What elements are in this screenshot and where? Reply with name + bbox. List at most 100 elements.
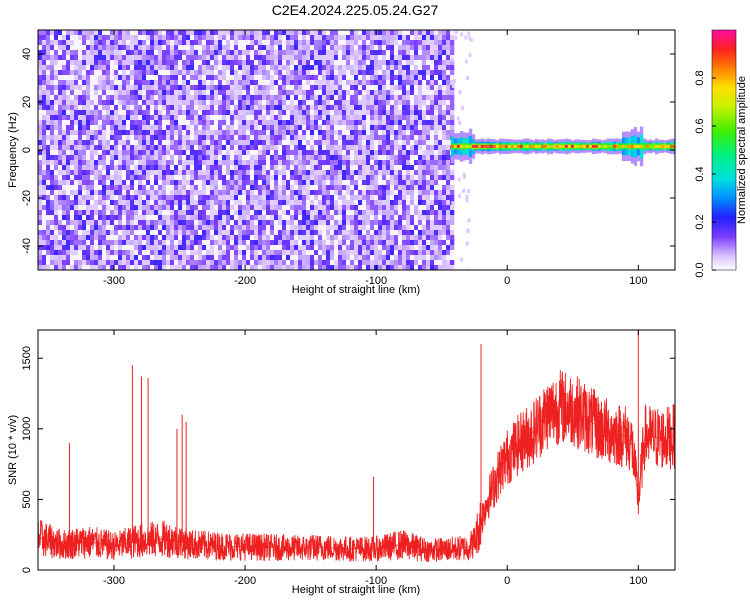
spectrogram-cell: [306, 200, 311, 206]
spectrogram-cell: [350, 135, 355, 141]
spectrogram-cell: [50, 210, 55, 216]
spectrogram-cell: [226, 160, 231, 166]
spectrogram-cell: [126, 180, 131, 186]
spectrogram-cell: [442, 115, 447, 121]
spectrogram-cell: [102, 185, 107, 191]
spectrogram-cell: [182, 180, 187, 186]
spectrogram-cell: [130, 140, 135, 146]
spectrogram-cell: [70, 220, 75, 226]
spectrogram-cell: [306, 195, 311, 201]
spectrogram-cell: [322, 150, 327, 156]
spectrogram-cell: [238, 80, 243, 86]
spectrogram-cell: [386, 255, 391, 261]
spectrogram-cell: [86, 30, 91, 36]
spectrogram-cell: [378, 245, 383, 251]
spectrogram-cell: [434, 195, 439, 201]
spectrogram-cell: [338, 115, 343, 121]
spectrogram-cell: [38, 235, 43, 241]
spectrogram-cell: [330, 90, 335, 96]
spectrogram-cell: [378, 90, 383, 96]
spectrogram-cell: [314, 150, 319, 156]
spectrogram-cell: [362, 60, 367, 66]
spectrogram-cell: [282, 235, 287, 241]
spectrogram-cell: [142, 70, 147, 76]
spectrogram-cell: [318, 120, 323, 126]
spectrogram-cell: [298, 65, 303, 71]
spectrogram-cell: [254, 210, 259, 216]
spectrogram-cell: [194, 190, 199, 196]
spectrogram-cell: [62, 195, 67, 201]
spectrogram-cell: [430, 190, 435, 196]
spectrogram-cell: [350, 185, 355, 191]
spectrogram-cell: [122, 95, 127, 101]
spectrogram-cell: [410, 240, 415, 246]
spectrogram-cell: [118, 50, 123, 56]
spectrogram-cell: [362, 155, 367, 161]
spectrogram-cell: [238, 120, 243, 126]
spectrogram-cell: [202, 150, 207, 156]
spectrogram-cell: [358, 105, 363, 111]
spectrogram-cell: [278, 205, 283, 211]
spectrogram-cell: [74, 245, 79, 251]
spectrogram-cell: [262, 255, 267, 261]
spectrogram-cell: [50, 190, 55, 196]
spectrogram-cell: [374, 115, 379, 121]
spectrogram-cell: [426, 105, 431, 111]
spectrogram-cell: [422, 170, 427, 176]
spectrogram-cell: [290, 155, 295, 161]
spectrogram-cell: [122, 135, 127, 141]
spectrogram-cell: [410, 80, 415, 86]
spectrogram-cell: [70, 70, 75, 76]
spectrogram-cell: [262, 250, 267, 256]
spectrogram-cell: [134, 60, 139, 66]
spectrogram-cell: [414, 100, 419, 106]
spectrogram-cell: [150, 160, 155, 166]
spectrogram-cell: [70, 85, 75, 91]
spectrogram-cell: [246, 180, 251, 186]
spectrogram-cell: [434, 75, 439, 81]
spectrogram-cell: [306, 55, 311, 61]
spectrogram-cell: [46, 90, 51, 96]
spectrogram-cell: [318, 125, 323, 131]
spectrogram-cell: [370, 75, 375, 81]
spectrogram-cell: [282, 85, 287, 91]
spectrogram-cell: [226, 185, 231, 191]
spectrogram-cell: [50, 155, 55, 161]
spectrogram-cell: [50, 75, 55, 81]
spectrogram-cell: [114, 240, 119, 246]
spectrogram-cell: [246, 140, 251, 146]
spectrogram-cell: [130, 160, 135, 166]
spectrogram-cell: [86, 80, 91, 86]
spectrogram-cell: [434, 200, 439, 206]
spectrogram-cell: [318, 225, 323, 231]
spectrogram-cell: [78, 50, 83, 56]
spectrogram-cell: [182, 265, 187, 270]
spectrogram-cell: [386, 60, 391, 66]
spectrogram-cell: [302, 60, 307, 66]
spectrogram-cell: [326, 190, 331, 196]
spectrogram-cell: [62, 240, 67, 246]
spectrogram-cell: [66, 230, 71, 236]
spectrogram-cell: [422, 130, 427, 136]
spectrogram-cell: [350, 120, 355, 126]
spectrogram-cell: [442, 95, 447, 101]
spectrogram-cell: [202, 120, 207, 126]
spectrogram-cell: [154, 195, 159, 201]
spectrogram-cell: [198, 130, 203, 136]
spectrogram-cell: [350, 255, 355, 261]
spectrogram-cell: [438, 45, 443, 51]
spectrogram-cell: [302, 95, 307, 101]
spectrogram-cell: [274, 85, 279, 91]
spectrogram-cell: [390, 190, 395, 196]
spectrogram-cell: [190, 125, 195, 131]
spectrogram-cell: [234, 45, 239, 51]
spectrogram-cell: [310, 195, 315, 201]
spectrogram-cell: [134, 215, 139, 221]
spectrogram-cell: [50, 225, 55, 231]
spectrogram-cell: [202, 135, 207, 141]
spectrogram-cell: [150, 60, 155, 66]
spectrogram-cell: [94, 140, 99, 146]
spectrogram-cell: [54, 60, 59, 66]
spectrogram-cell: [366, 190, 371, 196]
spectrogram-cell: [218, 145, 223, 151]
